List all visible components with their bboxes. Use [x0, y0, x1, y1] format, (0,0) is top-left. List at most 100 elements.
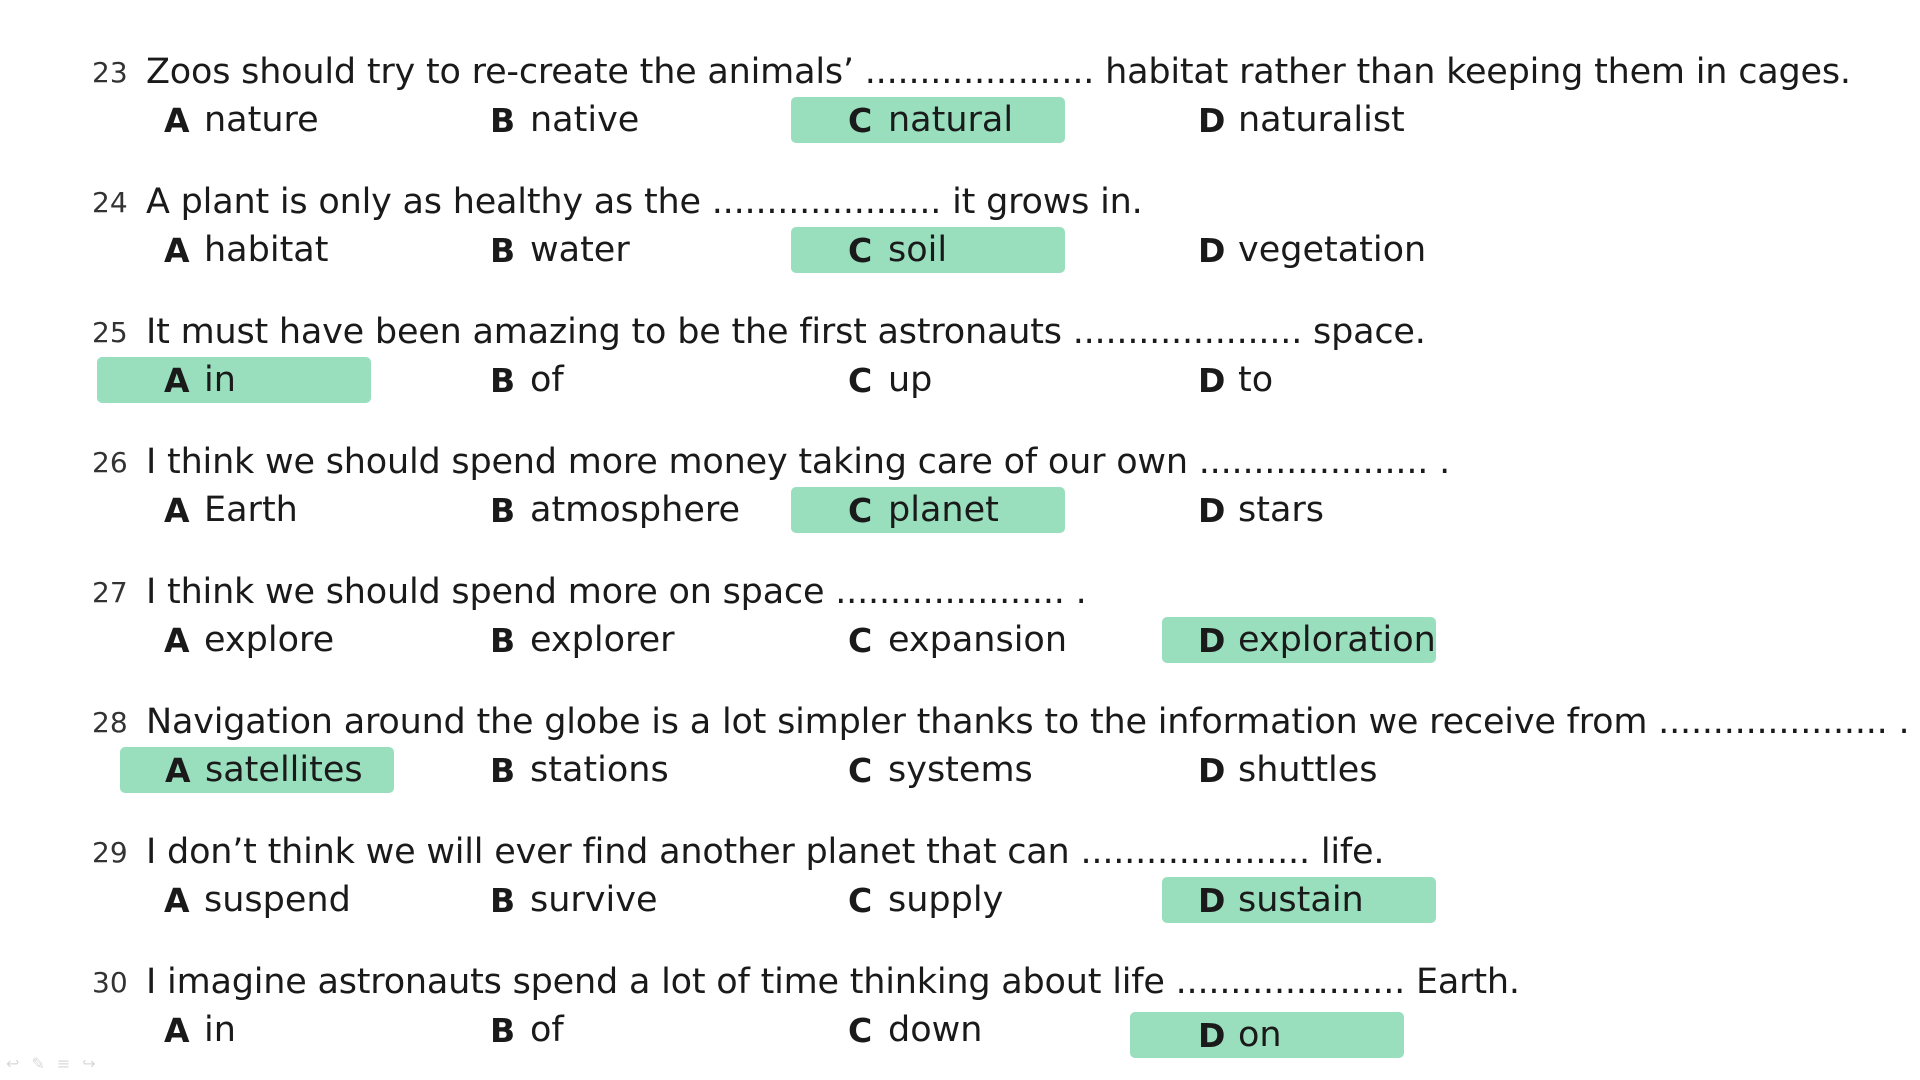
slideshow-toolbar: ↩ ✎ ≡ ↪ [6, 1054, 96, 1073]
option-c[interactable]: C expansion [848, 617, 1122, 663]
question-text: It must have been amazing to be the firs… [146, 312, 1426, 352]
option-letter: B [490, 490, 516, 530]
option-a[interactable]: A in [164, 1007, 438, 1053]
option-b[interactable]: B of [490, 1007, 764, 1053]
question-number: 27 [92, 575, 128, 609]
option-b[interactable]: B atmosphere [490, 487, 764, 533]
option-d[interactable]: D to [1198, 357, 1472, 403]
option-word: suspend [204, 880, 351, 920]
question-28: 28 Navigation around the globe is a lot … [0, 697, 1920, 807]
option-d-selected[interactable]: D on [1130, 1012, 1404, 1058]
option-b[interactable]: B native [490, 97, 764, 143]
option-c-selected[interactable]: C natural [791, 97, 1065, 143]
option-letter: A [164, 230, 190, 270]
option-letter: D [1198, 360, 1226, 400]
question-number: 28 [92, 705, 128, 739]
option-word: explorer [530, 620, 675, 660]
option-letter: D [1198, 750, 1226, 790]
question-number: 25 [92, 315, 128, 349]
question-number: 24 [92, 185, 128, 219]
question-line: 29 I don’t think we will ever find anoth… [92, 827, 1384, 877]
question-text: A plant is only as healthy as the ......… [146, 182, 1143, 222]
option-word: supply [888, 880, 1004, 920]
option-letter: A [165, 750, 191, 790]
option-letter: D [1198, 490, 1226, 530]
question-line: 23 Zoos should try to re-create the anim… [92, 47, 1851, 97]
option-letter: C [848, 620, 873, 660]
option-d[interactable]: D stars [1198, 487, 1472, 533]
option-a[interactable]: A nature [164, 97, 438, 143]
option-c[interactable]: C down [848, 1007, 1122, 1053]
option-a[interactable]: A suspend [164, 877, 438, 923]
question-26: 26 I think we should spend more money ta… [0, 437, 1920, 547]
option-word: planet [888, 490, 999, 530]
option-word: expansion [888, 620, 1068, 660]
question-number: 30 [92, 965, 128, 999]
question-number: 29 [92, 835, 128, 869]
option-letter: C [848, 1010, 873, 1050]
question-line: 26 I think we should spend more money ta… [92, 437, 1450, 487]
option-a[interactable]: A Earth [164, 487, 438, 533]
option-a-selected[interactable]: A in [97, 357, 371, 403]
option-word: in [204, 360, 236, 400]
option-word: naturalist [1238, 100, 1405, 140]
question-text: Zoos should try to re-create the animals… [146, 52, 1851, 92]
option-d[interactable]: D vegetation [1198, 227, 1472, 273]
question-24: 24 A plant is only as healthy as the ...… [0, 177, 1920, 287]
option-letter: B [490, 100, 516, 140]
option-word: sustain [1238, 880, 1364, 920]
forward-arrow-icon[interactable]: ↪ [82, 1054, 96, 1073]
option-word: stations [530, 750, 669, 790]
option-word: native [530, 100, 640, 140]
option-c-selected[interactable]: C soil [791, 227, 1065, 273]
option-c-selected[interactable]: C planet [791, 487, 1065, 533]
option-word: stars [1238, 490, 1325, 530]
option-word: of [530, 360, 564, 400]
question-line: 27 I think we should spend more on space… [92, 567, 1087, 617]
option-word: explore [204, 620, 335, 660]
option-word: down [888, 1010, 983, 1050]
option-letter: B [490, 230, 516, 270]
option-letter: A [164, 360, 190, 400]
question-text: I imagine astronauts spend a lot of time… [146, 962, 1520, 1002]
option-word: habitat [204, 230, 329, 270]
option-letter: C [848, 750, 873, 790]
option-a[interactable]: A habitat [164, 227, 438, 273]
option-a-selected[interactable]: A satellites [120, 747, 394, 793]
option-b[interactable]: B of [490, 357, 764, 403]
option-b[interactable]: B survive [490, 877, 764, 923]
question-25: 25 It must have been amazing to be the f… [0, 307, 1920, 417]
option-letter: C [848, 230, 873, 270]
option-b[interactable]: B explorer [490, 617, 764, 663]
option-d[interactable]: D shuttles [1198, 747, 1472, 793]
question-text: Navigation around the globe is a lot sim… [146, 702, 1910, 742]
option-c[interactable]: C systems [848, 747, 1122, 793]
option-letter: B [490, 620, 516, 660]
pen-icon[interactable]: ✎ [31, 1054, 45, 1073]
option-b[interactable]: B stations [490, 747, 764, 793]
option-word: exploration [1238, 620, 1436, 660]
option-b[interactable]: B water [490, 227, 764, 273]
option-a[interactable]: A explore [164, 617, 438, 663]
option-letter: A [164, 100, 190, 140]
option-c[interactable]: C up [848, 357, 1122, 403]
option-word: survive [530, 880, 658, 920]
option-letter: D [1198, 880, 1226, 920]
option-d-selected[interactable]: D sustain [1162, 877, 1436, 923]
back-arrow-icon[interactable]: ↩ [6, 1054, 20, 1073]
option-word: Earth [204, 490, 298, 530]
option-letter: C [848, 490, 873, 530]
option-d-selected[interactable]: D exploration [1162, 617, 1436, 663]
question-number: 23 [92, 55, 128, 89]
question-number: 26 [92, 445, 128, 479]
question-23: 23 Zoos should try to re-create the anim… [0, 47, 1920, 157]
option-c[interactable]: C supply [848, 877, 1122, 923]
option-word: to [1238, 360, 1274, 400]
question-text: I think we should spend more on space ..… [146, 572, 1087, 612]
option-word: vegetation [1238, 230, 1427, 270]
option-d[interactable]: D naturalist [1198, 97, 1472, 143]
menu-icon[interactable]: ≡ [56, 1054, 71, 1073]
option-letter: C [848, 100, 873, 140]
question-text: I don’t think we will ever find another … [146, 832, 1385, 872]
